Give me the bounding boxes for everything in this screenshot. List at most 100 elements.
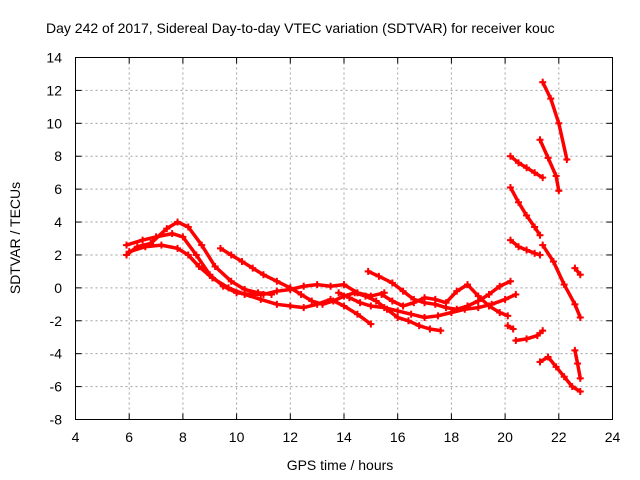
data-point-marker [563, 156, 571, 164]
y-tick-label: -6 [50, 379, 63, 395]
y-tick-label: 14 [46, 50, 62, 66]
data-point-marker [474, 304, 482, 312]
data-point-marker [308, 297, 316, 305]
y-tick-label: -2 [50, 313, 63, 329]
x-axis-label: GPS time / hours [287, 457, 394, 473]
data-point-marker [544, 353, 552, 361]
data-point-marker [539, 327, 547, 335]
data-point-marker [539, 174, 547, 182]
data-point-marker [549, 258, 557, 266]
data-point-marker [192, 251, 200, 259]
y-axis-label: SDTVAR / TECUs [7, 182, 23, 294]
data-point-marker [238, 258, 246, 266]
data-point-marker [571, 300, 579, 308]
x-tick-label: 20 [497, 429, 513, 445]
x-tick-label: 8 [179, 429, 187, 445]
y-tick-label: 8 [54, 148, 62, 164]
data-point-marker [184, 251, 192, 259]
data-point-marker [415, 322, 423, 330]
data-point-marker [273, 300, 281, 308]
data-point-marker [515, 243, 523, 251]
data-point-marker [461, 305, 469, 313]
y-tick-label: -8 [50, 412, 63, 428]
data-point-marker [453, 287, 461, 295]
data-point-marker [536, 358, 544, 366]
y-tick-label: -4 [50, 346, 63, 362]
data-point-marker [504, 322, 512, 330]
data-point-marker [216, 244, 224, 252]
data-point-marker [227, 251, 235, 259]
y-tick-label: 10 [46, 115, 62, 131]
data-point-marker [501, 295, 509, 303]
y-axis-tick-labels: -8 -6 -4 -2 0 2 4 6 8 10 12 14 [46, 50, 62, 428]
data-point-marker [536, 136, 544, 144]
data-point-marker [431, 295, 439, 303]
data-point-marker [574, 360, 582, 368]
data-point-marker [531, 169, 539, 177]
data-point-marker [340, 281, 348, 289]
data-point-marker [388, 297, 396, 305]
data-point-marker [407, 310, 415, 318]
data-point-marker [539, 241, 547, 249]
data-point-marker [313, 281, 321, 289]
data-point-marker [496, 282, 504, 290]
y-tick-label: 2 [54, 247, 62, 263]
series-track-14 [538, 138, 561, 193]
data-point-marker [531, 223, 539, 231]
x-tick-label: 4 [72, 429, 80, 445]
data-point-marker [533, 332, 541, 340]
data-point-marker [504, 312, 512, 320]
data-point-marker [123, 241, 131, 249]
data-point-marker [544, 154, 552, 162]
data-point-marker [273, 287, 281, 295]
data-point-marker [300, 282, 308, 290]
data-point-marker [340, 302, 348, 310]
axis-ticks [75, 57, 613, 420]
data-point-marker [300, 304, 308, 312]
data-point-marker [552, 363, 560, 371]
data-point-marker [560, 373, 568, 381]
data-point-marker [361, 292, 369, 300]
series-track-1 [124, 231, 387, 298]
data-point-marker [399, 287, 407, 295]
y-tick-label: 4 [54, 214, 62, 230]
x-tick-label: 18 [444, 429, 460, 445]
data-point-marker [356, 299, 364, 307]
data-point-marker [515, 198, 523, 206]
data-point-marker [297, 290, 305, 298]
data-point-marker [568, 383, 576, 391]
data-point-marker [388, 279, 396, 287]
data-point-marker [474, 292, 482, 300]
data-point-marker [426, 325, 434, 333]
data-point-marker [184, 223, 192, 231]
data-point-marker [442, 299, 450, 307]
data-point-marker [571, 264, 579, 272]
data-point-marker [523, 164, 531, 172]
data-point-marker [531, 249, 539, 257]
data-point-marker [536, 251, 544, 259]
data-point-marker [434, 312, 442, 320]
data-point-marker [375, 272, 383, 280]
data-point-marker [241, 290, 249, 298]
grid-lines [75, 57, 613, 420]
data-point-marker [273, 277, 281, 285]
data-point-marker [523, 335, 531, 343]
data-point-marker [421, 313, 429, 321]
data-series-layer [123, 78, 584, 396]
data-point-marker [496, 309, 504, 317]
data-point-marker [404, 317, 412, 325]
y-tick-label: 0 [54, 280, 62, 296]
data-point-marker [380, 304, 388, 312]
data-point-marker [394, 307, 402, 315]
data-point-marker [286, 284, 294, 292]
data-point-marker [163, 225, 171, 233]
data-point-marker [421, 294, 429, 302]
data-point-marker [157, 241, 165, 249]
data-point-marker [198, 241, 206, 249]
data-point-marker [560, 281, 568, 289]
data-point-marker [179, 233, 187, 241]
data-point-marker [485, 290, 493, 298]
x-tick-label: 12 [283, 429, 299, 445]
x-tick-label: 22 [551, 429, 567, 445]
